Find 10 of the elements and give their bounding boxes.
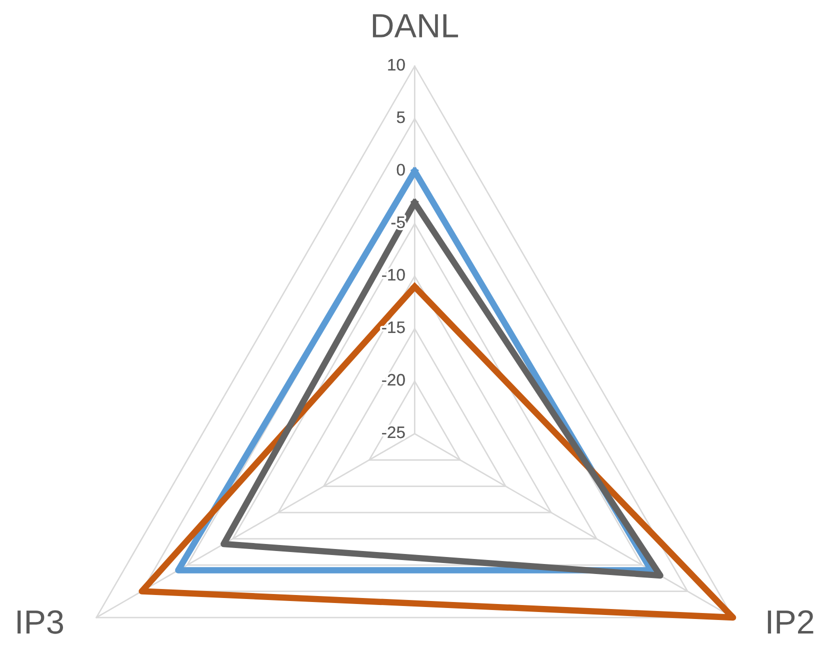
y-tick-label: -20 bbox=[382, 374, 405, 386]
spoke-label: DANL bbox=[372, 14, 458, 38]
y-tick-label: 0 bbox=[396, 164, 405, 176]
y-tick-label: 5 bbox=[396, 112, 405, 124]
spoke-label: IP2 bbox=[768, 610, 814, 634]
y-tick-label: 10 bbox=[388, 58, 405, 71]
y-tick-label: -25 bbox=[382, 426, 405, 438]
y-tick-label: -15 bbox=[382, 322, 405, 334]
y-tick-label: -10 bbox=[382, 268, 405, 281]
spoke-label: IP3 bbox=[18, 610, 64, 634]
